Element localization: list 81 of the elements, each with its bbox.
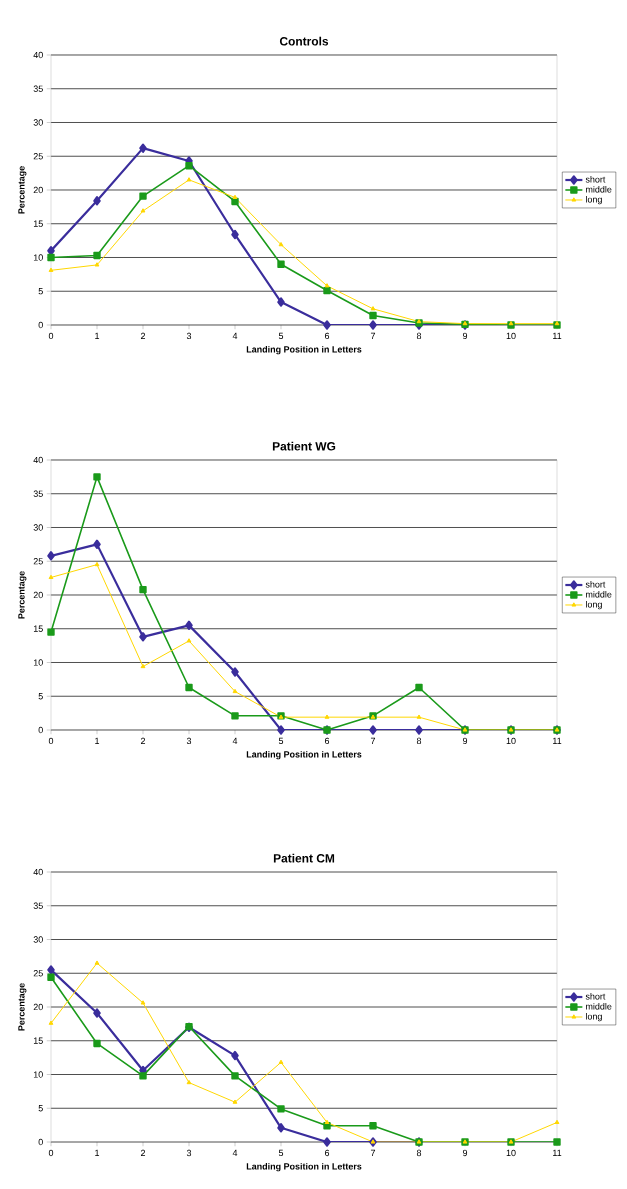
y-tick-label: 15 bbox=[33, 1037, 43, 1044]
legend-label: middle bbox=[586, 590, 612, 598]
x-tick-label: 3 bbox=[186, 737, 192, 745]
legend-label: middle bbox=[586, 185, 612, 193]
y-tick-label: 20 bbox=[33, 591, 43, 599]
chart-title: Patient WG bbox=[272, 441, 336, 451]
y-tick-label: 5 bbox=[38, 693, 43, 700]
x-tick-label: 5 bbox=[278, 737, 284, 745]
x-tick-label: 10 bbox=[506, 332, 516, 340]
chart-title: Patient CM bbox=[273, 853, 335, 863]
x-tick-label: 1 bbox=[95, 737, 100, 744]
y-tick-label: 30 bbox=[33, 119, 43, 126]
y-tick-label: 25 bbox=[33, 558, 43, 565]
y-tick-label: 20 bbox=[33, 1003, 43, 1011]
x-tick-label: 2 bbox=[140, 1149, 146, 1157]
y-axis-title: Percentage bbox=[18, 983, 27, 1031]
x-tick-label: 11 bbox=[553, 737, 562, 744]
legend-label: middle bbox=[586, 1003, 612, 1010]
legend-label: short bbox=[585, 176, 606, 183]
y-tick-label: 25 bbox=[33, 970, 43, 977]
legend-label: long bbox=[586, 600, 602, 610]
x-tick-label: 9 bbox=[462, 1149, 468, 1157]
x-tick-label: 0 bbox=[48, 737, 54, 745]
y-axis-title: Percentage bbox=[18, 166, 27, 214]
x-tick-label: 2 bbox=[140, 332, 146, 340]
y-tick-label: 0 bbox=[38, 1138, 43, 1146]
y-tick-label: 40 bbox=[33, 456, 43, 464]
y-tick-label: 25 bbox=[33, 153, 43, 160]
y-tick-label: 5 bbox=[38, 288, 43, 295]
x-axis-title: Landing Position in Letters bbox=[246, 1162, 362, 1172]
x-axis-title: Landing Position in Letters bbox=[246, 750, 362, 760]
y-tick-label: 15 bbox=[33, 220, 43, 227]
x-tick-label: 9 bbox=[462, 332, 468, 340]
legend-label: long bbox=[586, 195, 602, 205]
x-tick-label: 0 bbox=[48, 1149, 54, 1157]
legend-label: short bbox=[585, 581, 606, 588]
x-tick-label: 8 bbox=[416, 1149, 422, 1157]
x-tick-label: 7 bbox=[370, 1149, 376, 1156]
x-tick-label: 11 bbox=[553, 332, 562, 339]
x-tick-label: 10 bbox=[506, 1149, 516, 1157]
y-tick-label: 0 bbox=[38, 726, 43, 734]
x-tick-label: 3 bbox=[186, 332, 192, 340]
x-tick-label: 7 bbox=[370, 737, 376, 744]
y-tick-label: 5 bbox=[38, 1105, 43, 1112]
y-tick-label: 35 bbox=[33, 490, 43, 497]
x-tick-label: 3 bbox=[186, 1149, 192, 1157]
x-tick-label: 8 bbox=[416, 332, 422, 340]
y-tick-label: 0 bbox=[38, 321, 43, 329]
y-axis-title: Percentage bbox=[18, 571, 27, 619]
y-tick-label: 10 bbox=[33, 1071, 43, 1078]
y-tick-label: 30 bbox=[33, 524, 43, 531]
x-tick-label: 1 bbox=[95, 1149, 100, 1156]
x-tick-label: 8 bbox=[416, 737, 422, 745]
legend-label: long bbox=[586, 1012, 602, 1022]
x-tick-label: 11 bbox=[553, 1149, 562, 1156]
y-tick-label: 35 bbox=[33, 902, 43, 909]
chart-title: Controls bbox=[279, 36, 329, 46]
y-tick-label: 30 bbox=[33, 936, 43, 943]
x-tick-label: 6 bbox=[324, 332, 330, 340]
x-tick-label: 2 bbox=[140, 737, 146, 745]
x-tick-label: 5 bbox=[278, 332, 284, 340]
x-tick-label: 4 bbox=[232, 1149, 238, 1156]
x-tick-label: 1 bbox=[95, 332, 100, 339]
y-tick-label: 35 bbox=[33, 85, 43, 92]
x-axis-title: Landing Position in Letters bbox=[246, 345, 362, 355]
x-tick-label: 4 bbox=[232, 737, 238, 744]
y-tick-label: 20 bbox=[33, 186, 43, 194]
legend-label: short bbox=[585, 993, 606, 1000]
x-tick-label: 4 bbox=[232, 332, 238, 339]
x-tick-label: 7 bbox=[370, 332, 376, 339]
x-tick-label: 10 bbox=[506, 737, 516, 745]
x-tick-label: 9 bbox=[462, 737, 468, 745]
y-tick-label: 10 bbox=[33, 254, 43, 261]
y-tick-label: 40 bbox=[33, 868, 43, 876]
y-tick-label: 10 bbox=[33, 659, 43, 666]
x-tick-label: 6 bbox=[324, 1149, 330, 1157]
x-tick-label: 0 bbox=[48, 332, 54, 340]
x-tick-label: 6 bbox=[324, 737, 330, 745]
y-tick-label: 40 bbox=[33, 51, 43, 59]
y-tick-label: 15 bbox=[33, 625, 43, 632]
x-tick-label: 5 bbox=[278, 1149, 284, 1157]
